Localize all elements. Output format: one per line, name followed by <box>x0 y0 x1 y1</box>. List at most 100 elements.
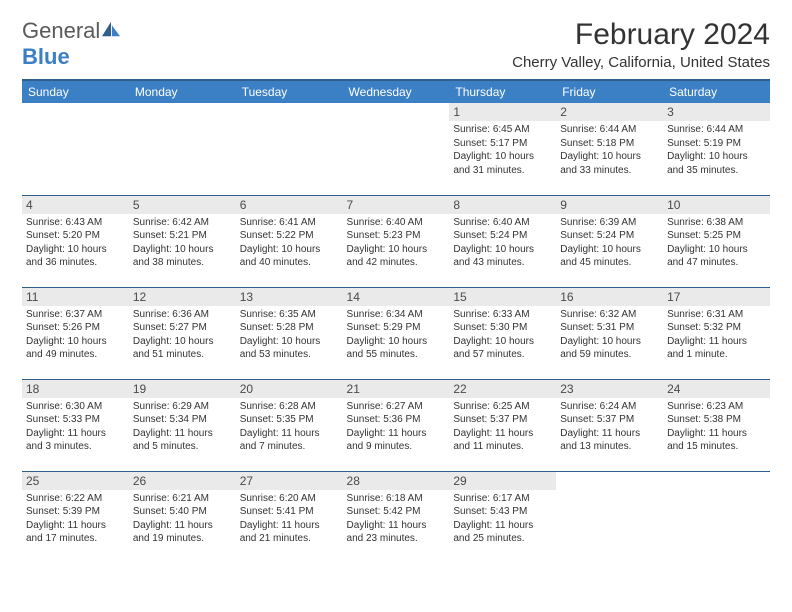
calendar-cell: 25 Sunrise: 6:22 AMSunset: 5:39 PMDayligh… <box>22 471 129 563</box>
day-info: Sunrise: 6:37 AMSunset: 5:26 PMDaylight:… <box>26 308 125 362</box>
calendar-week: 4 Sunrise: 6:43 AMSunset: 5:20 PMDaylight… <box>22 195 770 287</box>
calendar-cell: 15 Sunrise: 6:33 AMSunset: 5:30 PMDayligh… <box>449 287 556 379</box>
day-number: 7 <box>343 196 450 214</box>
calendar-cell: 22Sunrise: 6:25 AMSunset: 5:37 PMDayligh… <box>449 379 556 471</box>
day-info: Sunrise: 6:18 AMSunset: 5:42 PMDaylight:… <box>347 492 446 546</box>
day-header: Sunday <box>22 80 129 103</box>
day-info: Sunrise: 6:22 AMSunset: 5:39 PMDaylight:… <box>26 492 125 546</box>
calendar-cell: 8Sunrise: 6:40 AMSunset: 5:24 PMDaylight… <box>449 195 556 287</box>
day-info: Sunrise: 6:40 AMSunset: 5:23 PMDaylight:… <box>347 216 446 270</box>
day-info: Sunrise: 6:23 AMSunset: 5:38 PMDaylight:… <box>667 400 766 454</box>
day-header: Saturday <box>663 80 770 103</box>
logo: GeneralBlue <box>22 18 122 70</box>
calendar-week: 11 Sunrise: 6:37 AMSunset: 5:26 PMDayligh… <box>22 287 770 379</box>
calendar-cell: 5Sunrise: 6:42 AMSunset: 5:21 PMDaylight… <box>129 195 236 287</box>
calendar-cell: 11 Sunrise: 6:37 AMSunset: 5:26 PMDayligh… <box>22 287 129 379</box>
calendar-cell <box>556 471 663 563</box>
calendar-cell: 16 Sunrise: 6:32 AMSunset: 5:31 PMDayligh… <box>556 287 663 379</box>
day-info: Sunrise: 6:28 AMSunset: 5:35 PMDaylight:… <box>240 400 339 454</box>
day-info: Sunrise: 6:32 AMSunset: 5:31 PMDaylight:… <box>560 308 659 362</box>
day-info: Sunrise: 6:39 AMSunset: 5:24 PMDaylight:… <box>560 216 659 270</box>
day-number: 2 <box>556 103 663 121</box>
day-number: 1 <box>449 103 556 121</box>
day-info: Sunrise: 6:44 AMSunset: 5:19 PMDaylight:… <box>667 123 766 177</box>
day-number: 6 <box>236 196 343 214</box>
calendar-cell: 6 Sunrise: 6:41 AMSunset: 5:22 PMDaylight… <box>236 195 343 287</box>
day-number: 14 <box>343 288 450 306</box>
calendar-cell: 23 Sunrise: 6:24 AMSunset: 5:37 PMDayligh… <box>556 379 663 471</box>
calendar-cell: 12 Sunrise: 6:36 AMSunset: 5:27 PMDayligh… <box>129 287 236 379</box>
calendar-cell: 17 Sunrise: 6:31 AMSunset: 5:32 PMDayligh… <box>663 287 770 379</box>
day-number: 23 <box>556 380 663 398</box>
calendar-cell <box>236 103 343 195</box>
day-number: 3 <box>663 103 770 121</box>
day-number: 25 <box>22 472 129 490</box>
day-number: 26 <box>129 472 236 490</box>
calendar-cell: 20Sunrise: 6:28 AMSunset: 5:35 PMDayligh… <box>236 379 343 471</box>
header: GeneralBlue February 2024 Cherry Valley,… <box>22 18 770 71</box>
calendar-cell: 28 Sunrise: 6:18 AMSunset: 5:42 PMDayligh… <box>343 471 450 563</box>
day-number: 5 <box>129 196 236 214</box>
calendar-cell: 13Sunrise: 6:35 AMSunset: 5:28 PMDayligh… <box>236 287 343 379</box>
day-number: 11 <box>22 288 129 306</box>
day-number: 16 <box>556 288 663 306</box>
day-number: 21 <box>343 380 450 398</box>
day-number: 28 <box>343 472 450 490</box>
day-info: Sunrise: 6:17 AMSunset: 5:43 PMDaylight:… <box>453 492 552 546</box>
day-number: 15 <box>449 288 556 306</box>
day-number: 27 <box>236 472 343 490</box>
calendar-cell: 7 Sunrise: 6:40 AMSunset: 5:23 PMDaylight… <box>343 195 450 287</box>
day-number: 12 <box>129 288 236 306</box>
day-number: 9 <box>556 196 663 214</box>
day-header: Friday <box>556 80 663 103</box>
day-number: 17 <box>663 288 770 306</box>
day-header: Wednesday <box>343 80 450 103</box>
calendar-cell <box>22 103 129 195</box>
day-info: Sunrise: 6:27 AMSunset: 5:36 PMDaylight:… <box>347 400 446 454</box>
logo-text: GeneralBlue <box>22 18 122 70</box>
calendar-head: SundayMondayTuesdayWednesdayThursdayFrid… <box>22 80 770 103</box>
day-number: 24 <box>663 380 770 398</box>
day-info: Sunrise: 6:41 AMSunset: 5:22 PMDaylight:… <box>240 216 339 270</box>
day-info: Sunrise: 6:43 AMSunset: 5:20 PMDaylight:… <box>26 216 125 270</box>
calendar-week: 1 Sunrise: 6:45 AMSunset: 5:17 PMDaylight… <box>22 103 770 195</box>
day-info: Sunrise: 6:30 AMSunset: 5:33 PMDaylight:… <box>26 400 125 454</box>
calendar-cell: 2Sunrise: 6:44 AMSunset: 5:18 PMDaylight… <box>556 103 663 195</box>
day-number: 4 <box>22 196 129 214</box>
calendar-week: 25 Sunrise: 6:22 AMSunset: 5:39 PMDayligh… <box>22 471 770 563</box>
logo-text-blue: Blue <box>22 44 70 69</box>
calendar-cell: 29Sunrise: 6:17 AMSunset: 5:43 PMDayligh… <box>449 471 556 563</box>
title-block: February 2024 Cherry Valley, California,… <box>512 18 770 71</box>
calendar-cell: 3 Sunrise: 6:44 AMSunset: 5:19 PMDaylight… <box>663 103 770 195</box>
calendar-cell: 24 Sunrise: 6:23 AMSunset: 5:38 PMDayligh… <box>663 379 770 471</box>
day-header: Tuesday <box>236 80 343 103</box>
calendar-cell: 26 Sunrise: 6:21 AMSunset: 5:40 PMDayligh… <box>129 471 236 563</box>
calendar-cell: 21 Sunrise: 6:27 AMSunset: 5:36 PMDayligh… <box>343 379 450 471</box>
day-info: Sunrise: 6:24 AMSunset: 5:37 PMDaylight:… <box>560 400 659 454</box>
day-header: Monday <box>129 80 236 103</box>
day-info: Sunrise: 6:31 AMSunset: 5:32 PMDaylight:… <box>667 308 766 362</box>
calendar-cell: 9 Sunrise: 6:39 AMSunset: 5:24 PMDaylight… <box>556 195 663 287</box>
calendar-table: SundayMondayTuesdayWednesdayThursdayFrid… <box>22 79 770 563</box>
day-number: 13 <box>236 288 343 306</box>
day-header: Thursday <box>449 80 556 103</box>
calendar-cell <box>129 103 236 195</box>
day-info: Sunrise: 6:21 AMSunset: 5:40 PMDaylight:… <box>133 492 232 546</box>
calendar-cell <box>663 471 770 563</box>
calendar-cell: 19 Sunrise: 6:29 AMSunset: 5:34 PMDayligh… <box>129 379 236 471</box>
day-number: 18 <box>22 380 129 398</box>
day-number: 19 <box>129 380 236 398</box>
calendar-cell: 18 Sunrise: 6:30 AMSunset: 5:33 PMDayligh… <box>22 379 129 471</box>
day-info: Sunrise: 6:29 AMSunset: 5:34 PMDaylight:… <box>133 400 232 454</box>
day-info: Sunrise: 6:33 AMSunset: 5:30 PMDaylight:… <box>453 308 552 362</box>
calendar-cell: 27Sunrise: 6:20 AMSunset: 5:41 PMDayligh… <box>236 471 343 563</box>
day-info: Sunrise: 6:38 AMSunset: 5:25 PMDaylight:… <box>667 216 766 270</box>
day-info: Sunrise: 6:34 AMSunset: 5:29 PMDaylight:… <box>347 308 446 362</box>
day-info: Sunrise: 6:36 AMSunset: 5:27 PMDaylight:… <box>133 308 232 362</box>
day-header-row: SundayMondayTuesdayWednesdayThursdayFrid… <box>22 80 770 103</box>
logo-text-general: General <box>22 18 100 43</box>
day-info: Sunrise: 6:45 AMSunset: 5:17 PMDaylight:… <box>453 123 552 177</box>
month-title: February 2024 <box>512 18 770 52</box>
calendar-cell: 14 Sunrise: 6:34 AMSunset: 5:29 PMDayligh… <box>343 287 450 379</box>
logo-sail-icon <box>100 20 122 38</box>
